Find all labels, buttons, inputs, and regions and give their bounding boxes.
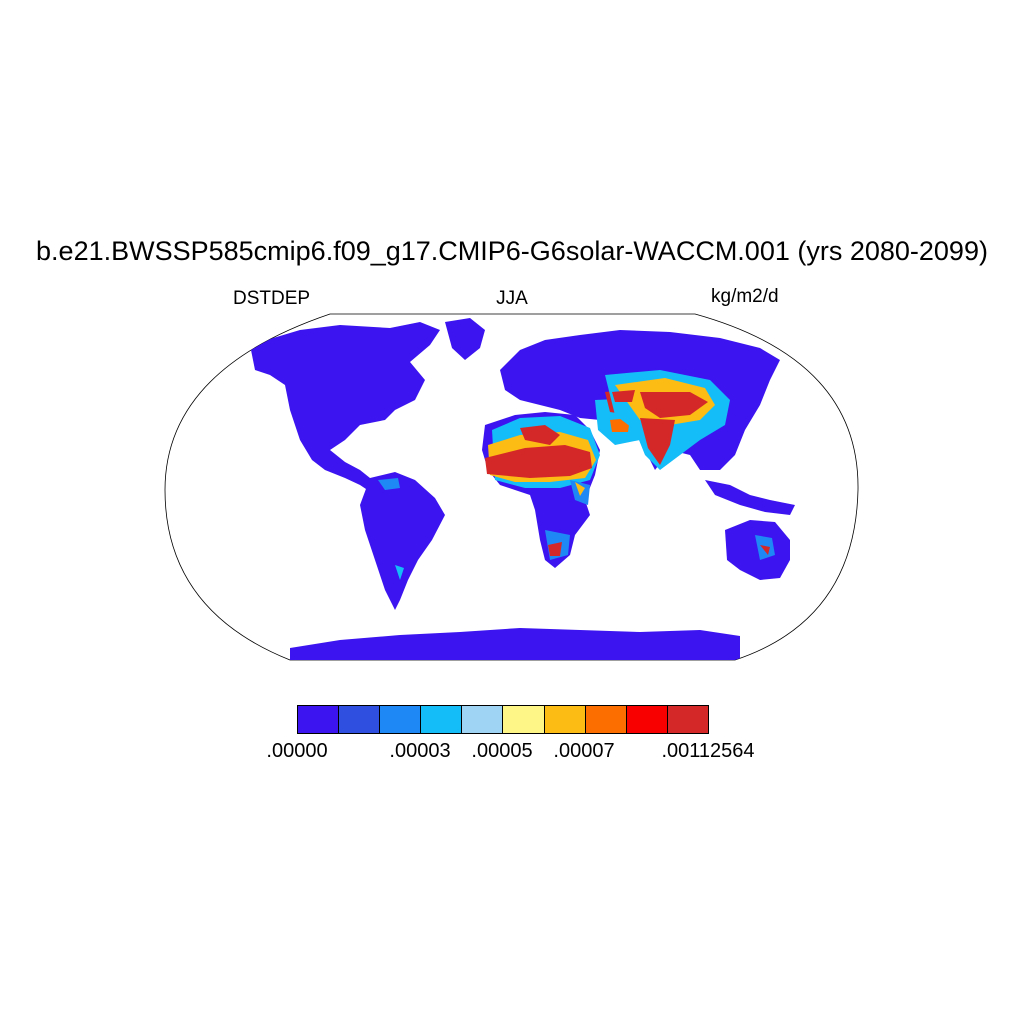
colorbar-swatch-9 <box>667 706 708 733</box>
colorbar-swatch-2 <box>380 706 422 733</box>
colorbar-swatch-0 <box>298 706 340 733</box>
landmass-greenland <box>445 318 485 360</box>
colorbar-swatch-7 <box>585 706 627 733</box>
colorbar-swatch-6 <box>544 706 586 733</box>
landmass-southeast-asia-islands <box>705 480 795 515</box>
landmass-australia <box>725 520 790 580</box>
landmass-antarctica <box>290 628 740 660</box>
colorbar-tick-label: .00007 <box>553 740 615 762</box>
figure-title: b.e21.BWSSP585cmip6.f09_g17.CMIP6-G6sola… <box>36 236 988 266</box>
colorbar-swatch-1 <box>339 706 381 733</box>
colorbar <box>297 705 709 734</box>
colorbar-tick-label: .00003 <box>389 740 451 762</box>
season-label: JJA <box>496 288 528 309</box>
units-label: kg/m2/d <box>711 286 779 307</box>
landmass-north-america <box>250 322 440 495</box>
variable-label: DSTDEP <box>233 288 311 309</box>
colorbar-swatch-4 <box>462 706 504 733</box>
colorbar-tick-label: .00005 <box>471 740 533 762</box>
colorbar-swatch-3 <box>421 706 463 733</box>
landmass-south-america <box>360 472 445 610</box>
colorbar-swatch-5 <box>503 706 545 733</box>
colorbar-swatch-8 <box>626 706 668 733</box>
colorbar-tick-label: .00000 <box>266 740 328 762</box>
dust-deposition-field <box>378 370 775 580</box>
colorbar-tick-label: .00112564 <box>661 740 755 762</box>
